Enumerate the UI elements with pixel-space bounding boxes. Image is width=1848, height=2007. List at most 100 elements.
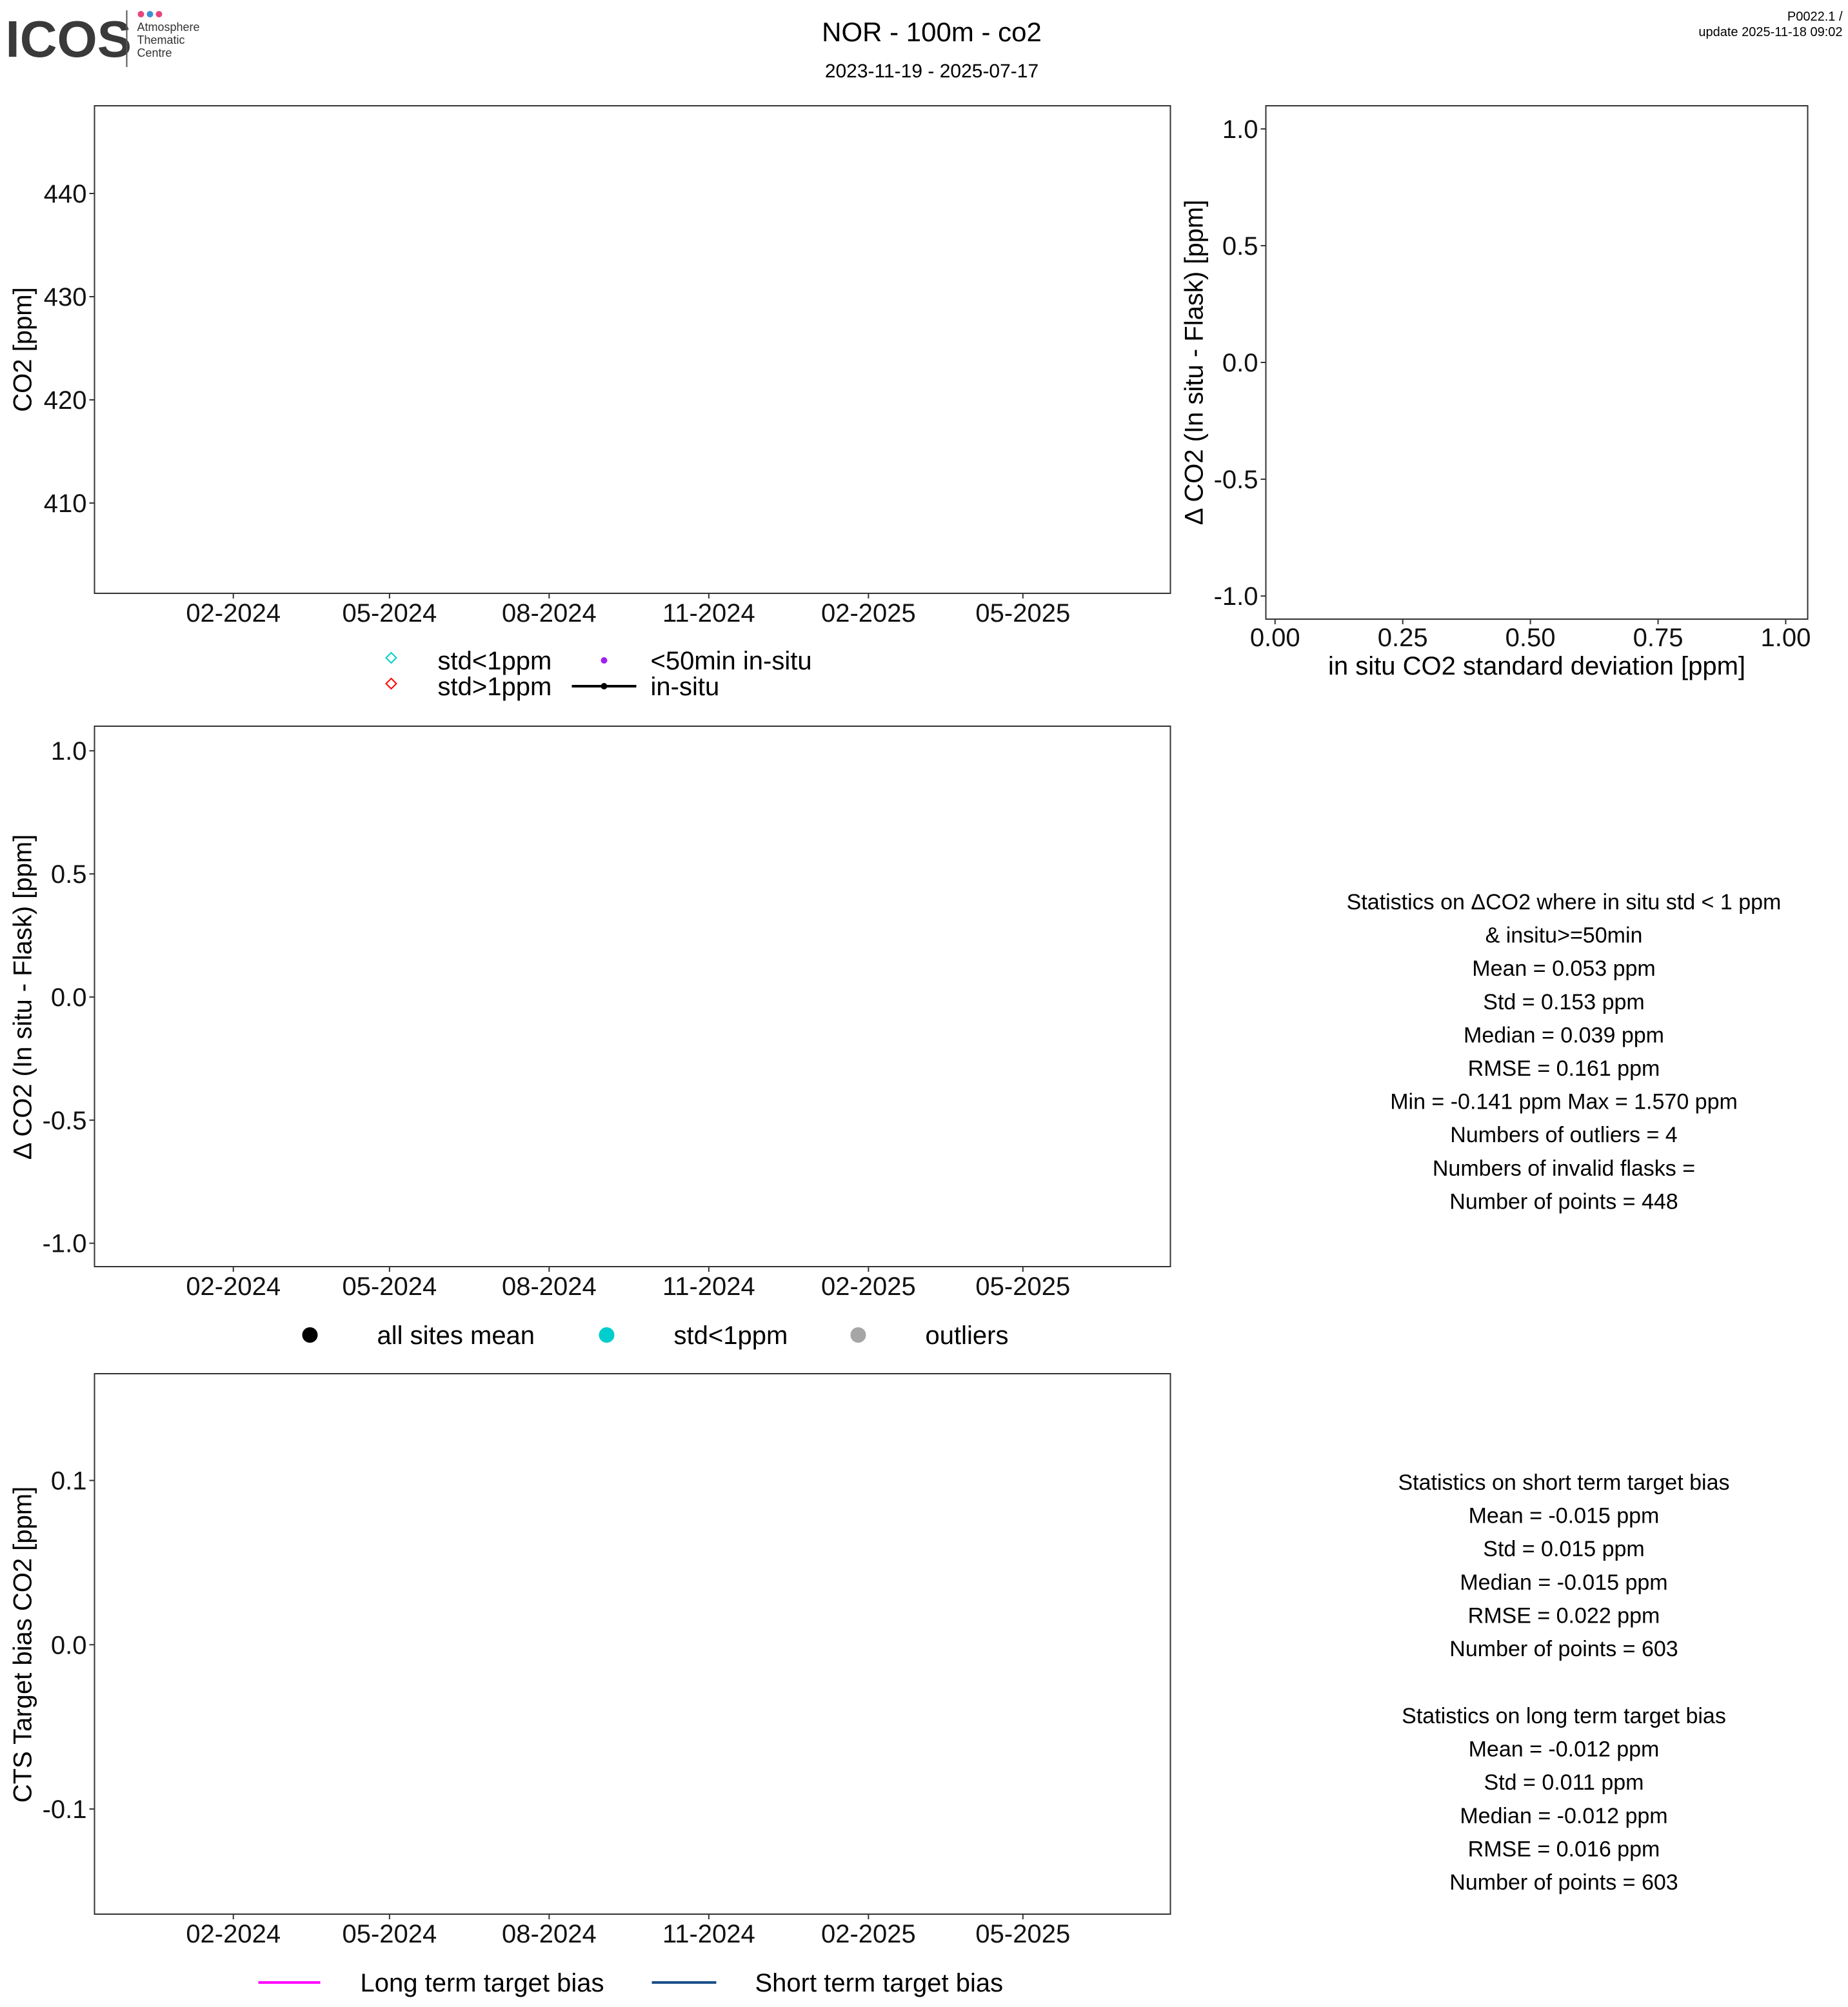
y-tick-label: 1.0 [51,737,87,766]
legend-label: <50min in-situ [651,647,812,675]
x-tick-label: 05-2025 [975,599,1070,628]
plot-frame [94,105,1171,594]
legend-dot-icon [601,683,608,689]
legend-label: all sites mean [377,1321,535,1350]
x-tick-label: 11-2024 [662,1272,755,1301]
legend-label: Long term target bias [361,1969,604,1997]
stat-line: RMSE = 0.022 ppm [1468,1603,1660,1628]
y-axis-title: Δ CO2 (In situ - Flask) [ppm] [1180,200,1209,526]
x-tick-label: 02-2025 [821,1920,916,1948]
stat-line: Statistics on ΔCO2 where in situ std < 1… [1347,890,1782,915]
legend-diamond-red-icon [385,677,397,690]
stat-line: Number of points = 603 [1449,1870,1678,1895]
x-tick-label: 0.75 [1633,624,1684,652]
co2-timeseries-chart: 410 420 430 440 02-2024 05-2024 08-2024 11-2024… [44,105,1171,628]
plot-frame [1265,105,1809,620]
x-tick-label: 0.00 [1250,624,1300,652]
stat-line: Statistics on long term target bias [1402,1704,1726,1728]
y-tick-label: 440 [44,180,87,208]
legend-target: Long term target bias Short term target … [258,1969,1004,1997]
y-tick-label: -1.0 [43,1230,87,1258]
y-axis-title: Δ CO2 (In situ - Flask) [ppm] [9,835,37,1160]
logo-dot-icon [137,11,144,17]
stat-line: RMSE = 0.161 ppm [1468,1056,1660,1081]
stat-line: Number of points = 448 [1449,1189,1678,1214]
legend-dot-cyan-icon [599,1327,615,1343]
update-label: update 2025-11-18 09:02 [1698,25,1842,39]
stat-line: RMSE = 0.016 ppm [1468,1837,1660,1861]
legend-dot-gray-icon [850,1327,866,1343]
legend-label: outliers [926,1321,1009,1350]
y-tick-label: 0.0 [1222,349,1258,377]
y-tick-label: 0.0 [51,984,87,1012]
legend-delta: all sites mean std<1ppm outliers [302,1321,1009,1350]
stats-short-term: Statistics on short term target bias Mean… [1398,1470,1730,1661]
x-tick-label: 02-2025 [821,599,916,628]
x-tick-label: 02-2025 [821,1272,916,1301]
logo-subtitle: Atmosphere [137,21,200,34]
delta-vs-std-chart: 1.0 0.5 0.0 -0.5 -1.0 0.00 0.25 0.50 0.75 1.00 [1214,105,1811,652]
stat-line: Std = 0.153 ppm [1483,990,1644,1014]
legend-label: in-situ [651,673,720,701]
icos-logo: ICOS Atmosphere Thematic Centre [6,10,200,68]
stat-line: Std = 0.015 ppm [1483,1537,1644,1561]
target-bias-chart: 0.1 0.0 -0.1 02-2024 05-2024 08-2024 11-2024 02… [43,1373,1171,1948]
legend-label: Short term target bias [755,1969,1004,1997]
y-tick-label: -0.5 [43,1107,87,1135]
legend-label: std<1ppm [674,1321,788,1350]
x-tick-label: 02-2024 [186,599,281,628]
y-tick-label: 430 [44,283,87,311]
x-tick-label: 02-2024 [186,1920,281,1948]
y-tick-label: 0.0 [51,1631,87,1659]
stat-line: Mean = 0.053 ppm [1472,956,1655,981]
stat-line: Numbers of outliers = 4 [1450,1123,1677,1147]
y-tick-label: 420 [44,386,87,415]
x-tick-label: 05-2024 [342,599,437,628]
stat-line: Median = -0.012 ppm [1460,1804,1667,1828]
x-tick-label: 05-2024 [342,1272,437,1301]
y-axis-title: CO2 [ppm] [9,287,37,411]
stat-line: Mean = -0.015 ppm [1469,1504,1660,1528]
stat-line: Min = -0.141 ppm Max = 1.570 ppm [1390,1090,1738,1114]
x-tick-label: 05-2025 [975,1272,1070,1301]
legend-co2: std<1ppm std>1ppm <50min in-situ in-situ [385,647,812,701]
x-tick-label: 0.25 [1378,624,1428,652]
logo-dot-icon [155,11,163,17]
y-tick-label: 410 [44,489,87,518]
x-axis-title: in situ CO2 standard deviation [ppm] [1328,652,1745,680]
stat-line: & insitu>=50min [1485,924,1643,948]
x-tick-label: 11-2024 [662,1920,755,1948]
x-tick-label: 05-2025 [975,1920,1070,1948]
x-tick-label: 08-2024 [502,1272,597,1301]
logo-text: ICOS [6,10,132,68]
logo-dot-icon [146,11,154,17]
stats-long-term: Statistics on long term target bias Mean … [1402,1704,1726,1895]
stat-line: Mean = -0.012 ppm [1469,1737,1660,1762]
y-tick-label: 0.5 [51,860,87,889]
stats-delta: Statistics on ΔCO2 where in situ std < 1… [1347,890,1782,1214]
y-tick-label: -0.5 [1214,466,1258,494]
legend-label: std<1ppm [438,647,552,675]
plot-frame [94,726,1171,1267]
stat-line: Median = 0.039 ppm [1464,1023,1664,1047]
page-title: NOR - 100m - co2 [822,17,1042,47]
plot-frame [94,1373,1171,1915]
logo-subtitle: Centre [137,46,172,59]
x-tick-label: 08-2024 [502,1920,597,1948]
y-tick-label: 1.0 [1222,115,1258,144]
legend-dot-purple-icon [601,657,608,664]
stat-line: Numbers of invalid flasks = [1433,1156,1695,1181]
y-tick-label: -1.0 [1214,582,1258,611]
legend-dot-black-icon [302,1327,318,1343]
y-tick-label: 0.5 [1222,232,1258,261]
legend-label: std>1ppm [438,673,552,701]
legend-diamond-cyan-icon [385,651,397,664]
x-tick-label: 1.00 [1761,624,1811,652]
date-range: 2023-11-19 - 2025-07-17 [825,61,1038,82]
stat-line: Number of points = 603 [1449,1637,1678,1661]
y-tick-label: 0.1 [51,1467,87,1496]
delta-timeseries-chart: 1.0 0.5 0.0 -0.5 -1.0 02-2024 05-2024 08-2024 11… [43,726,1171,1301]
x-tick-label: 11-2024 [662,599,755,628]
stat-line: Std = 0.011 ppm [1484,1770,1644,1795]
